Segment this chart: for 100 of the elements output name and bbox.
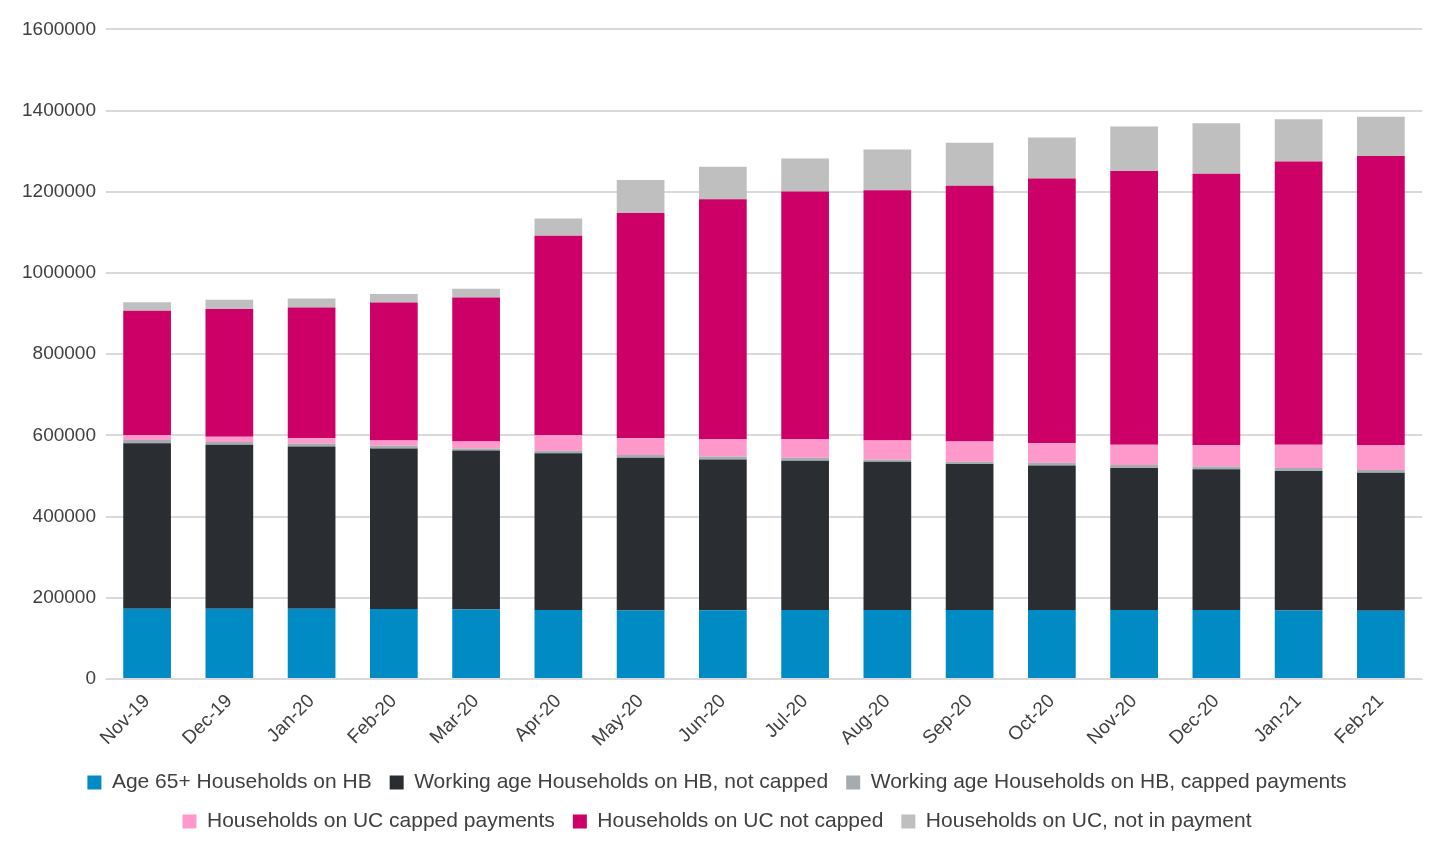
- bar: [370, 294, 418, 303]
- bar: [863, 190, 912, 441]
- bar: [534, 435, 583, 451]
- bar: [781, 460, 829, 611]
- bar: [699, 199, 747, 440]
- bar: [1357, 610, 1405, 679]
- bar: [781, 610, 829, 679]
- bar: [699, 166, 747, 200]
- bar: [616, 180, 665, 213]
- bar: [205, 436, 254, 442]
- bar: [123, 435, 171, 440]
- bar: [1357, 444, 1405, 470]
- bar: [205, 608, 254, 679]
- bar: [1192, 610, 1241, 679]
- bar: [616, 610, 665, 679]
- bar: [534, 235, 583, 436]
- bar: [123, 439, 171, 444]
- bar: [945, 142, 994, 186]
- bar: [123, 310, 171, 436]
- bar: [616, 457, 665, 611]
- bar: [287, 298, 336, 308]
- bar: [1028, 178, 1076, 444]
- bar: [1274, 444, 1323, 469]
- legend-label: Households on UC, not in payment: [925, 808, 1252, 832]
- bar: [781, 439, 829, 458]
- bar: [1357, 155, 1405, 445]
- bar: [534, 453, 583, 610]
- y-tick-label: 1200000: [22, 180, 96, 202]
- bar: [1274, 161, 1323, 445]
- bar: [1357, 472, 1405, 611]
- bar: [123, 443, 171, 609]
- legend-label: Age 65+ Households on HB: [111, 769, 372, 793]
- bar: [534, 609, 583, 679]
- bar: [452, 448, 500, 451]
- bar: [287, 438, 336, 444]
- bar: [781, 158, 829, 192]
- bar: [699, 610, 747, 679]
- bar: [123, 302, 171, 311]
- bar: [1274, 471, 1323, 611]
- y-tick-label: 1000000: [22, 261, 96, 283]
- bar: [1274, 468, 1323, 472]
- bar: [863, 461, 912, 611]
- y-tick-label: 800000: [32, 342, 96, 364]
- bar: [863, 149, 912, 191]
- bar: [370, 448, 418, 610]
- bar: [452, 297, 500, 442]
- bar: [863, 440, 912, 460]
- bar: [370, 440, 418, 446]
- bar: [781, 457, 829, 461]
- bar: [452, 288, 500, 298]
- bar: [205, 441, 254, 445]
- bar: [616, 438, 665, 456]
- y-tick-label: 600000: [32, 423, 96, 445]
- bar: [1192, 469, 1241, 611]
- bar: [699, 439, 747, 457]
- y-tick-label: 1400000: [22, 98, 96, 120]
- bar: [205, 299, 254, 309]
- y-tick-label: 400000: [32, 504, 96, 526]
- bar: [123, 608, 171, 679]
- y-tick-label: 200000: [32, 586, 96, 608]
- bar: [287, 307, 336, 439]
- bar: [1110, 126, 1158, 172]
- y-tick-label: 1600000: [22, 17, 96, 39]
- bar: [616, 212, 665, 439]
- bar: [534, 218, 583, 236]
- legend-label: Households on UC not capped: [597, 808, 884, 832]
- bar: [1110, 468, 1158, 611]
- bar: [1110, 444, 1158, 466]
- bar: [370, 609, 418, 679]
- bar: [287, 446, 336, 609]
- bar: [1192, 123, 1241, 174]
- bar: [1192, 445, 1241, 467]
- bar: [1028, 443, 1076, 463]
- bar: [205, 444, 254, 609]
- legend-label: Households on UC capped payments: [206, 808, 555, 832]
- bar: [452, 609, 500, 679]
- bar: [1274, 610, 1323, 679]
- bar: [1192, 173, 1241, 446]
- bar: [1357, 469, 1405, 473]
- bar: [945, 185, 994, 442]
- bar: [945, 441, 994, 462]
- bar: [945, 610, 994, 679]
- bar: [699, 459, 747, 611]
- bar: [1028, 465, 1076, 611]
- bar: [699, 456, 747, 460]
- bar: [616, 455, 665, 458]
- legend-label: Working age Households on HB, not capped: [414, 769, 829, 793]
- bar: [1028, 137, 1076, 179]
- bar: [1110, 610, 1158, 679]
- bar: [945, 464, 994, 611]
- legend-label: Working age Households on HB, capped payments: [870, 769, 1347, 793]
- bar: [1274, 119, 1323, 162]
- bar: [1357, 116, 1405, 156]
- bar: [863, 610, 912, 679]
- bar: [1110, 171, 1158, 445]
- bar: [1110, 465, 1158, 469]
- bar: [452, 450, 500, 610]
- y-tick-label: 0: [85, 667, 96, 689]
- bar: [1028, 610, 1076, 679]
- bar: [370, 302, 418, 441]
